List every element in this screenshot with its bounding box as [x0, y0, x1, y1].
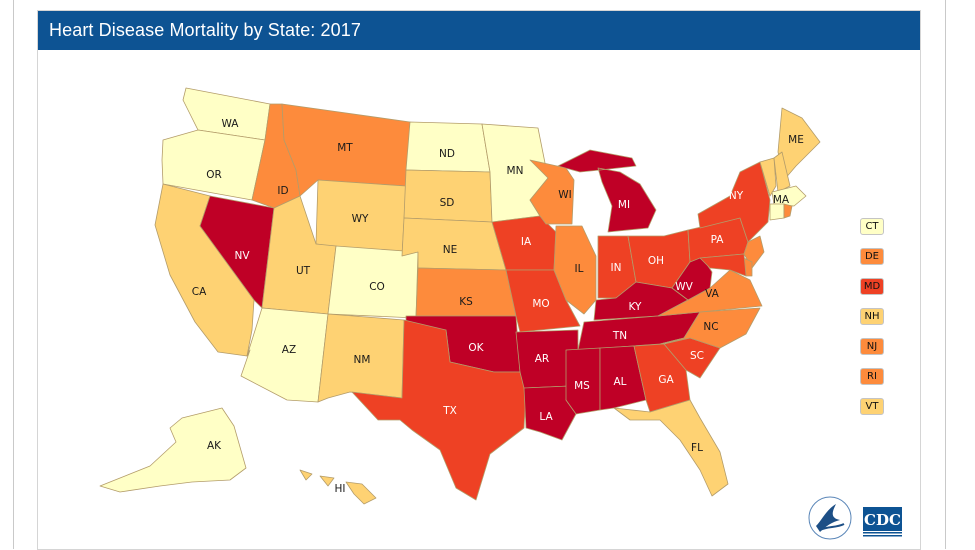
state-label-id: ID	[277, 185, 288, 197]
map-title: Heart Disease Mortality by State: 2017	[49, 20, 361, 40]
state-hi[interactable]	[299, 469, 377, 505]
state-label-hi: HI	[335, 483, 346, 495]
state-label-ut: UT	[296, 265, 311, 277]
state-label-co: CO	[369, 281, 385, 293]
state-label-fl: FL	[691, 442, 703, 454]
state-label-wa: WA	[222, 118, 240, 130]
state-md[interactable]	[699, 253, 747, 277]
state-label-ma: MA	[773, 194, 790, 206]
state-label-ky: KY	[629, 301, 643, 313]
state-label-me: ME	[788, 134, 804, 146]
state-label-wy: WY	[352, 213, 369, 225]
state-fl[interactable]	[613, 399, 729, 497]
callout-md[interactable]: MD	[860, 278, 884, 295]
state-label-pa: PA	[711, 234, 725, 246]
state-label-ne: NE	[443, 244, 458, 256]
state-label-az: AZ	[282, 344, 296, 356]
state-label-tn: TN	[612, 330, 627, 342]
state-ny[interactable]	[697, 161, 771, 243]
state-ma[interactable]	[771, 185, 807, 207]
callout-nj[interactable]: NJ	[860, 338, 884, 355]
small-state-legend: CT DE MD NH NJ RI VT	[860, 218, 886, 428]
state-label-ca: CA	[192, 286, 207, 298]
state-label-nc: NC	[703, 321, 718, 333]
state-sd[interactable]	[403, 169, 493, 223]
state-label-mn: MN	[507, 165, 524, 177]
state-nv[interactable]	[199, 195, 275, 309]
state-label-nd: ND	[439, 148, 455, 160]
state-label-nv: NV	[234, 250, 250, 262]
state-label-nm: NM	[354, 354, 371, 366]
state-label-wi: WI	[558, 189, 571, 201]
state-mi[interactable]	[557, 149, 657, 233]
callout-ct[interactable]: CT	[860, 218, 884, 235]
state-label-mo: MO	[532, 298, 549, 310]
state-label-wv: WV	[675, 281, 693, 293]
state-label-sc: SC	[690, 350, 704, 362]
callout-ri[interactable]: RI	[860, 368, 884, 385]
state-nd[interactable]	[405, 121, 491, 173]
state-label-va: VA	[705, 288, 720, 300]
state-label-mt: MT	[337, 142, 353, 154]
state-label-ks: KS	[459, 296, 473, 308]
state-ms[interactable]	[565, 347, 601, 415]
state-nc[interactable]	[659, 307, 761, 349]
hhs-eagle-seal-icon	[808, 496, 852, 540]
page-frame	[13, 0, 946, 549]
card-header: Heart Disease Mortality by State: 2017	[38, 11, 920, 50]
state-ks[interactable]	[415, 267, 517, 317]
state-label-oh: OH	[648, 255, 664, 267]
state-label-ga: GA	[658, 374, 674, 386]
state-label-ak: AK	[207, 440, 222, 452]
state-me[interactable]	[777, 107, 821, 181]
state-nh[interactable]	[773, 151, 791, 193]
state-label-mi: MI	[618, 199, 630, 211]
state-nj[interactable]	[743, 235, 765, 269]
state-label-ar: AR	[535, 353, 549, 365]
state-ct[interactable]	[769, 203, 785, 221]
state-label-sd: SD	[440, 197, 455, 209]
state-label-or: OR	[206, 169, 222, 181]
state-ri[interactable]	[783, 203, 793, 219]
state-al[interactable]	[599, 345, 647, 411]
callout-de[interactable]: DE	[860, 248, 884, 265]
state-label-la: LA	[539, 411, 553, 423]
callout-vt[interactable]: VT	[860, 398, 884, 415]
cdc-logo: CDC	[863, 507, 902, 537]
state-label-il: IL	[575, 263, 584, 275]
state-va[interactable]	[657, 269, 763, 317]
state-label-tx: TX	[442, 405, 457, 417]
state-label-in: IN	[611, 262, 622, 274]
state-label-ia: IA	[521, 236, 532, 248]
state-vt[interactable]	[759, 157, 777, 197]
cdc-logo-text: CDC	[864, 511, 901, 529]
state-wi[interactable]	[529, 159, 575, 225]
state-tx[interactable]	[351, 319, 527, 501]
state-ak[interactable]	[99, 407, 247, 493]
logo-area: CDC	[806, 496, 906, 542]
callout-nh[interactable]: NH	[860, 308, 884, 325]
state-label-ms: MS	[574, 380, 590, 392]
state-label-al: AL	[613, 376, 626, 388]
state-label-ok: OK	[468, 342, 484, 354]
state-label-ny: NY	[729, 190, 744, 202]
state-il[interactable]	[553, 225, 597, 315]
